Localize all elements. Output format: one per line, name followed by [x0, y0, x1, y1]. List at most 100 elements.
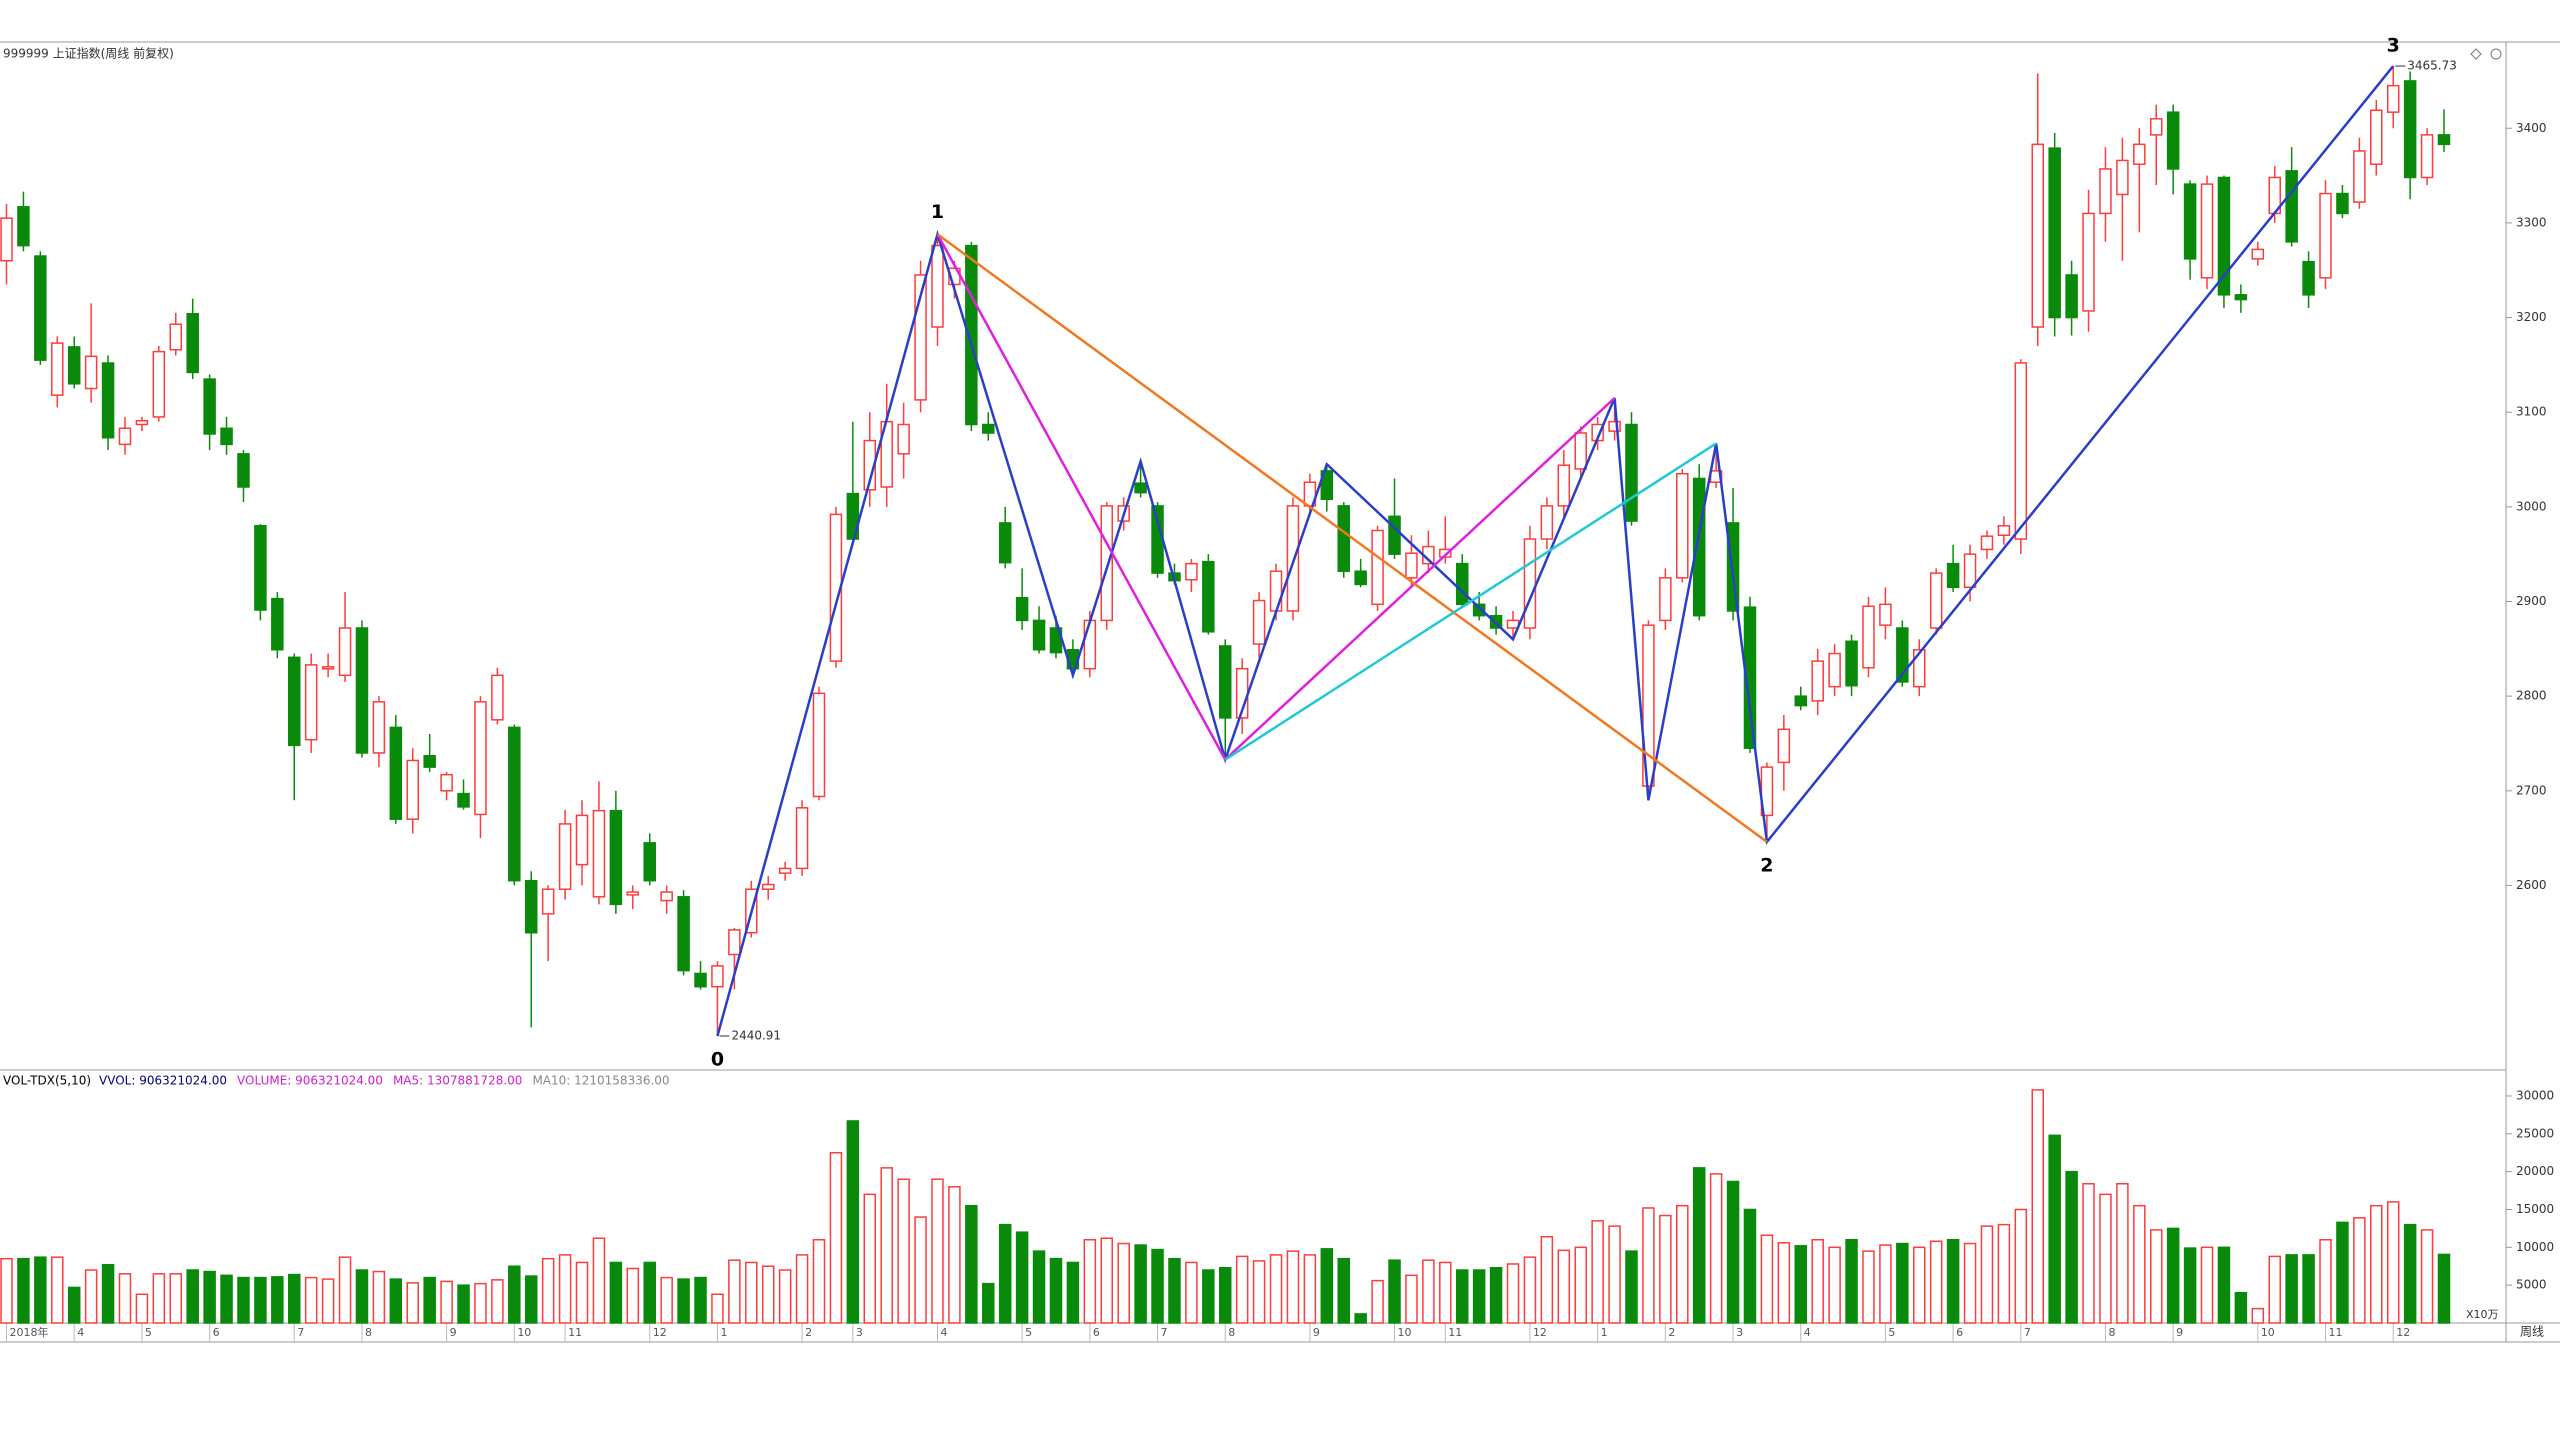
date-label: 6	[213, 1326, 220, 1339]
candle-body	[2099, 168, 2112, 215]
candle-body	[169, 323, 183, 351]
volume-bar	[254, 1276, 267, 1324]
volume-bar	[1625, 1250, 1638, 1324]
volume-bar	[677, 1278, 690, 1324]
volume-bar	[17, 1257, 30, 1324]
volume-bar	[1489, 1267, 1503, 1324]
y-tick-label: 3300	[2516, 215, 2547, 229]
candle-body	[1946, 562, 1960, 589]
candle-body	[1777, 728, 1791, 764]
candle-body	[1337, 505, 1350, 572]
volume-bar	[491, 1279, 504, 1324]
volume-bar	[440, 1280, 453, 1324]
candle-body	[643, 842, 656, 882]
candle-body	[2048, 147, 2061, 319]
candle-body	[271, 597, 284, 651]
volume-bar	[1896, 1242, 1909, 1324]
volume-bar	[67, 1286, 81, 1324]
date-label: 12	[653, 1326, 667, 1339]
date-label: 9	[2176, 1326, 2183, 1339]
volume-bar	[457, 1284, 470, 1324]
volume-bar	[1371, 1279, 1384, 1324]
candle-body	[457, 792, 470, 808]
volume-bar	[288, 1273, 301, 1324]
volume-bar	[2149, 1229, 2163, 1324]
volume-bar	[575, 1261, 589, 1324]
volume-bar	[1168, 1257, 1181, 1324]
volume-bar	[1405, 1274, 1418, 1324]
candle-body	[254, 525, 267, 611]
volume-bar	[1997, 1223, 2011, 1324]
volume-bar	[1439, 1261, 1452, 1324]
volume-bar	[1574, 1246, 1587, 1324]
volume-bar	[474, 1282, 487, 1324]
volume-bar	[220, 1274, 233, 1324]
candle-body	[1879, 603, 1892, 626]
candle-body	[1659, 577, 1672, 622]
volume-bar	[761, 1265, 775, 1324]
candle-body	[1354, 570, 1367, 586]
candle-body	[135, 419, 149, 426]
volume-bar	[829, 1151, 843, 1324]
date-label: 10	[517, 1326, 531, 1339]
candle-body	[2319, 192, 2332, 279]
legend-entry: VVOL: 906321024.00	[99, 1074, 227, 1088]
candle-body	[2014, 362, 2028, 540]
extreme-price-label: 3465.73	[2407, 59, 2457, 73]
volume-bar	[1049, 1257, 1063, 1324]
volume-bar	[1794, 1245, 1808, 1324]
candle-body	[1557, 464, 1571, 507]
wave-label: 1	[931, 201, 944, 223]
candle-body	[1388, 515, 1401, 555]
volume-bar	[1083, 1239, 1097, 1324]
date-label: 8	[365, 1326, 372, 1339]
date-label: 3	[1736, 1326, 1743, 1339]
icon-diamond[interactable]	[2470, 48, 2482, 60]
date-label: 1	[720, 1326, 727, 1339]
volume-bar	[0, 1257, 13, 1324]
candle-body	[524, 879, 538, 934]
candle-body	[626, 891, 640, 896]
volume-bar	[948, 1186, 961, 1324]
candle-body	[1523, 538, 1537, 629]
volume-bar	[1015, 1231, 1029, 1324]
wave-line	[716, 65, 2395, 1037]
candle-body	[321, 666, 335, 670]
date-label: 12	[1533, 1326, 1547, 1339]
icon-close[interactable]	[2490, 48, 2502, 60]
volume-bar	[1828, 1246, 1841, 1324]
date-label: 5	[145, 1326, 152, 1339]
candle-body	[1540, 505, 1554, 540]
volume-bar	[1963, 1242, 1977, 1324]
date-label: 3	[856, 1326, 863, 1339]
date-label: 4	[940, 1326, 947, 1339]
date-label: 7	[297, 1326, 304, 1339]
y-tick-label: 15000	[2516, 1202, 2554, 1216]
candle-body	[2285, 170, 2298, 243]
date-label: 10	[2261, 1326, 2275, 1339]
volume-bar	[84, 1269, 98, 1324]
volume-bar	[863, 1193, 877, 1324]
price-title: 999999 上证指数(周线 前复权)	[3, 46, 174, 61]
candle-body	[914, 274, 927, 401]
volume-bar	[1117, 1242, 1130, 1324]
volume-bar	[1726, 1180, 1740, 1324]
volume-bar	[1252, 1260, 1266, 1324]
candle-body	[1811, 660, 1824, 702]
volume-bar	[558, 1254, 572, 1324]
volume-bar	[355, 1269, 369, 1324]
volume-bar	[1066, 1261, 1080, 1324]
volume-bar	[34, 1256, 47, 1324]
candle-body	[2082, 212, 2095, 312]
volume-bar	[2116, 1183, 2129, 1324]
volume-bar	[1642, 1207, 1655, 1324]
volume-bar	[406, 1282, 419, 1324]
date-label: 6	[1956, 1326, 1963, 1339]
volume-bar	[728, 1259, 741, 1324]
volume-bar	[2437, 1253, 2451, 1324]
y-tick-label: 3100	[2516, 405, 2547, 419]
y-tick-label: 30000	[2516, 1088, 2554, 1102]
candle-body	[2386, 84, 2400, 113]
date-label: 4	[77, 1326, 84, 1339]
volume-bar	[118, 1273, 132, 1324]
